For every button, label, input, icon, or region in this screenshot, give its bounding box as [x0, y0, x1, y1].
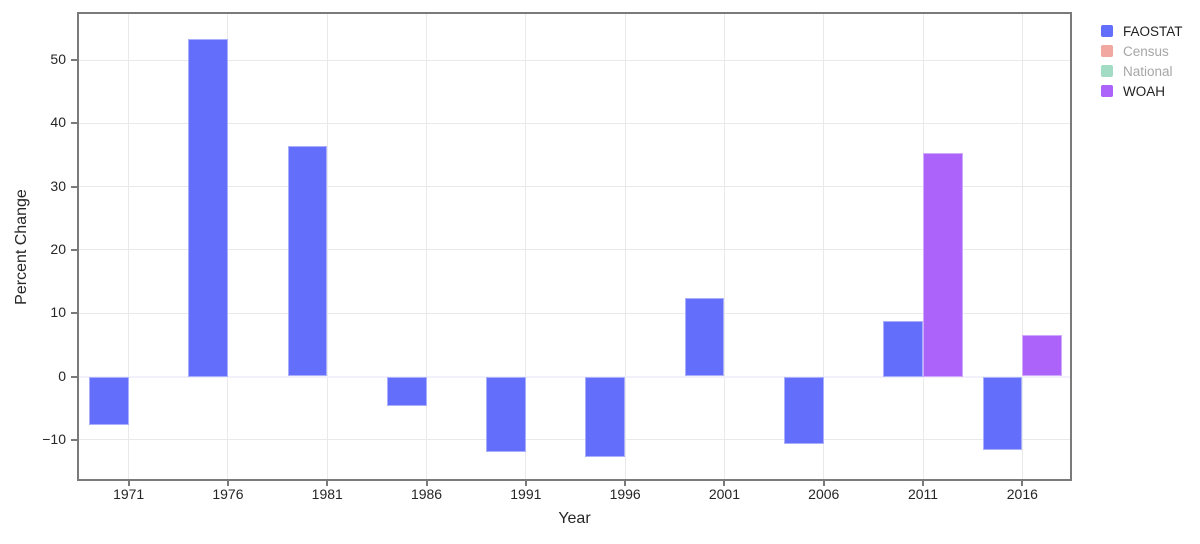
x-tick-mark: [624, 481, 627, 486]
y-tick-mark: [71, 248, 77, 251]
x-tick-label: 2001: [708, 486, 741, 502]
legend-marker-faostat: [1101, 25, 1113, 37]
x-axis-title: Year: [558, 510, 591, 527]
h-gridline: [79, 59, 1070, 61]
bar-woah-2010: [923, 152, 963, 377]
legend-marker-woah: [1101, 85, 1113, 97]
x-tick-mark: [922, 481, 925, 486]
y-tick-mark: [71, 375, 77, 378]
y-tick-mark: [71, 438, 77, 441]
y-tick-label: 20: [50, 240, 66, 257]
x-tick-label: 1971: [113, 486, 145, 502]
y-tick-label: 30: [50, 177, 66, 194]
legend-marker-national: [1101, 65, 1113, 77]
y-tick-label: 0: [58, 367, 66, 384]
x-tick-mark: [1021, 481, 1024, 486]
x-tick-label: 1986: [410, 486, 443, 502]
v-gridline: [128, 14, 130, 479]
v-gridline: [227, 14, 229, 479]
bar-faostat-1970: [88, 376, 129, 426]
y-tick-mark: [71, 312, 77, 315]
y-tick-label: −10: [42, 430, 66, 447]
v-gridline: [426, 14, 428, 479]
legend-item-woah[interactable]: WOAH: [1101, 81, 1183, 101]
x-tick-mark: [127, 481, 130, 486]
x-tick-label: 2016: [1006, 486, 1038, 502]
bar-faostat-1980: [287, 145, 328, 377]
x-tick-label: 2011: [907, 486, 939, 502]
bar-faostat-1990: [486, 376, 526, 452]
bar-faostat-2010: [883, 321, 924, 377]
x-tick-mark: [822, 481, 825, 486]
y-tick-mark: [71, 59, 77, 62]
bar-faostat-1985: [386, 376, 427, 406]
x-tick-label: 1996: [609, 486, 641, 502]
bar-faostat-1995: [585, 376, 626, 458]
bar-faostat-1975: [188, 39, 228, 377]
bar-faostat-2015: [982, 376, 1023, 450]
legend-label-woah: WOAH: [1123, 83, 1165, 99]
h-gridline: [79, 122, 1070, 124]
legend-label-national: National: [1123, 63, 1173, 79]
y-tick-label: 50: [50, 51, 66, 68]
legend-item-national[interactable]: National: [1101, 61, 1183, 81]
plot-area: [77, 12, 1072, 481]
legend-label-faostat: FAOSTAT: [1123, 23, 1183, 39]
h-gridline: [79, 439, 1070, 441]
v-gridline: [624, 14, 626, 479]
y-tick-label: 40: [50, 114, 66, 131]
x-tick-label: 1991: [510, 486, 542, 502]
legend-label-census: Census: [1123, 43, 1169, 59]
x-tick-mark: [723, 481, 726, 486]
v-gridline: [823, 14, 825, 479]
legend-marker-census: [1101, 45, 1113, 57]
legend-item-census[interactable]: Census: [1101, 41, 1183, 61]
y-tick-mark: [71, 185, 77, 188]
x-tick-mark: [226, 481, 229, 486]
h-gridline: [79, 312, 1070, 314]
y-tick-label: 10: [50, 304, 66, 321]
bar-faostat-2000: [684, 298, 725, 377]
x-tick-label: 1981: [311, 486, 343, 502]
v-gridline: [1021, 14, 1023, 479]
x-tick-label: 1976: [212, 486, 244, 502]
zero-line: [79, 375, 1070, 378]
legend-item-faostat[interactable]: FAOSTAT: [1101, 21, 1183, 41]
y-tick-mark: [71, 122, 77, 125]
x-tick-mark: [524, 481, 527, 486]
h-gridline: [79, 186, 1070, 188]
x-tick-label: 2006: [808, 486, 840, 502]
h-gridline: [79, 249, 1070, 251]
v-gridline: [723, 14, 725, 479]
v-gridline: [326, 14, 328, 479]
bar-faostat-2005: [784, 376, 824, 445]
v-gridline: [525, 14, 527, 479]
bar-woah-2015: [1022, 335, 1063, 377]
legend: FAOSTAT Census National WOAH: [1101, 21, 1183, 101]
x-tick-mark: [425, 481, 428, 486]
x-tick-mark: [326, 481, 329, 486]
